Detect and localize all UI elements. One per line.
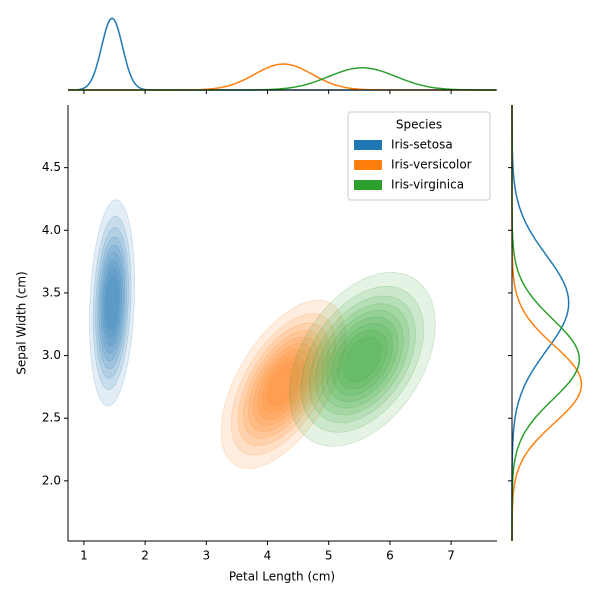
legend-box — [347, 111, 491, 201]
y-tick-label: 4.5 — [42, 160, 61, 174]
x-tick-label: 5 — [325, 549, 333, 563]
y-tick-label: 3.0 — [42, 348, 61, 362]
density-contour — [300, 285, 424, 433]
density-contour — [220, 299, 347, 469]
marginal-y-curve — [511, 105, 581, 541]
legend-title: Species — [396, 118, 442, 132]
density-contour — [337, 329, 388, 390]
density-contour — [104, 267, 120, 339]
density-contour — [252, 342, 315, 426]
density-contour — [97, 236, 127, 370]
x-axis-label: Petal Length (cm) — [229, 570, 335, 584]
density-contour — [99, 244, 125, 362]
legend-swatch — [354, 180, 382, 190]
legend-swatch — [354, 140, 382, 150]
density-contour — [237, 322, 330, 447]
density-contour — [230, 313, 337, 456]
x-tick-label: 4 — [264, 549, 272, 563]
x-tick-label: 6 — [386, 549, 394, 563]
marginal-y-curve — [511, 105, 583, 541]
density-contour — [243, 330, 324, 439]
density-contour — [248, 336, 319, 433]
x-tick-label: 3 — [202, 549, 210, 563]
legend-label: Iris-virginica — [391, 178, 464, 192]
density-contour — [102, 259, 122, 347]
x-tick-label: 2 — [141, 549, 149, 563]
density-contour — [89, 199, 135, 407]
y-tick-label: 3.5 — [42, 285, 61, 299]
density-contour — [331, 322, 393, 396]
density-contour — [289, 272, 436, 447]
legend-swatch — [354, 160, 382, 170]
y-tick-label: 2.5 — [42, 411, 61, 425]
legend-label: Iris-versicolor — [391, 158, 472, 172]
density-contour — [321, 310, 404, 409]
y-tick-label: 4.0 — [42, 223, 61, 237]
density-contour — [326, 316, 399, 403]
density-contour — [343, 336, 382, 382]
density-contour — [106, 276, 119, 330]
density-contour — [92, 215, 132, 390]
x-tick-label: 7 — [447, 549, 455, 563]
density-contour — [261, 355, 305, 414]
y-axis-label: Sepal Width (cm) — [15, 271, 29, 374]
density-contour — [315, 303, 410, 416]
marginal-y-curve — [511, 105, 570, 541]
marginal-x-curve — [68, 63, 496, 91]
density-contour — [257, 349, 310, 420]
density-layer — [89, 199, 436, 469]
density-contour — [308, 295, 416, 424]
density-contour — [267, 362, 300, 407]
x-tick-label: 1 — [80, 549, 88, 563]
density-contour — [95, 227, 129, 379]
y-tick-label: 2.0 — [42, 473, 61, 487]
legend-label: Iris-setosa — [391, 138, 453, 152]
density-contour — [100, 252, 124, 354]
marginal-x-curve — [68, 17, 496, 91]
